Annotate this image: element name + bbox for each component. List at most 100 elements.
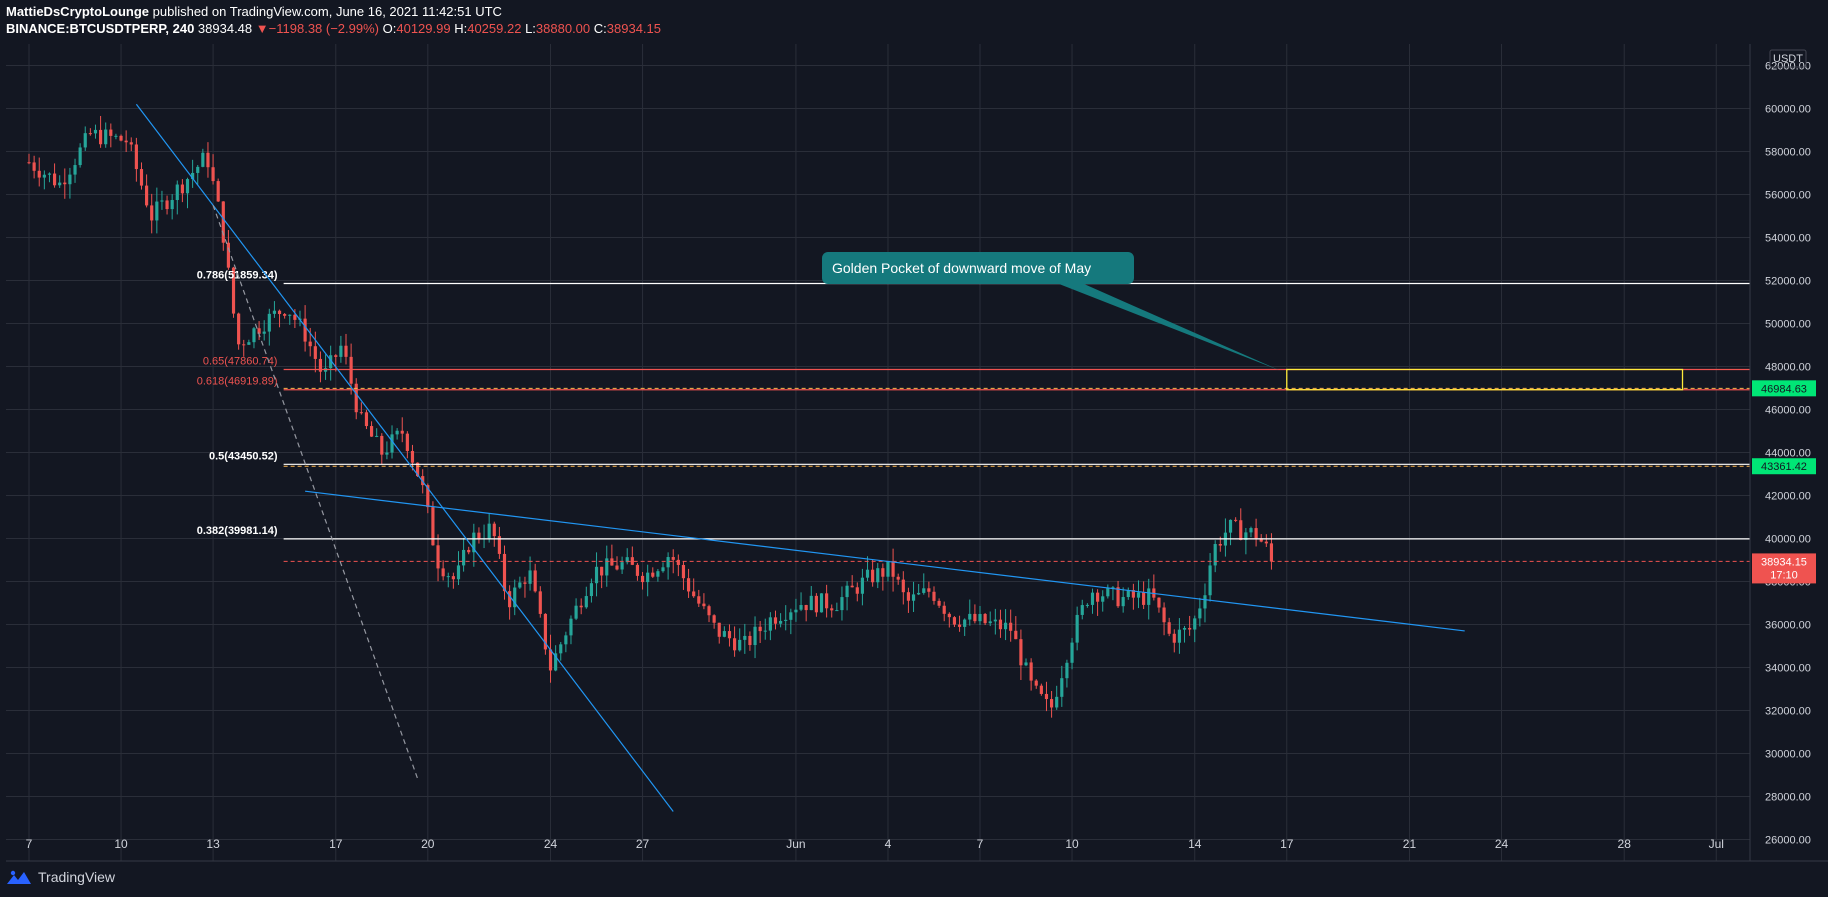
candle-body-up[interactable] [288,314,292,316]
candle-body-up[interactable] [779,620,783,624]
candle-body-down[interactable] [1172,633,1176,643]
candle-body-up[interactable] [267,313,271,332]
candle-body-down[interactable] [579,605,583,608]
candle-body-down[interactable] [1029,662,1033,681]
candle-body-down[interactable] [635,564,640,576]
candle-body-up[interactable] [1101,596,1105,602]
candle-body-down[interactable] [855,587,859,594]
candle-body-down[interactable] [871,569,875,583]
candle-body-up[interactable] [840,597,844,611]
candle-body-up[interactable] [589,583,594,597]
candle-body-down[interactable] [508,591,512,608]
candle-body-up[interactable] [252,328,256,343]
candle-body-up[interactable] [554,653,558,671]
currency-badge[interactable] [1769,49,1807,68]
candle-body-down[interactable] [906,592,911,601]
candle-body-up[interactable] [395,430,399,435]
candle-body-down[interactable] [416,462,420,477]
projection-line-dashed[interactable] [212,205,420,782]
candle-body-down[interactable] [231,267,236,314]
candle-body-down[interactable] [344,345,348,357]
candle-body-down[interactable] [850,585,854,588]
candle-body-down[interactable] [277,310,282,315]
candle-body-down[interactable] [354,383,358,413]
candle-body-down[interactable] [451,576,455,580]
candle-body-down[interactable] [318,358,323,372]
candle-body-down[interactable] [600,566,604,576]
candle-body-down[interactable] [748,635,752,646]
candle-body-down[interactable] [671,557,675,560]
candle-body-up[interactable] [1065,662,1069,679]
candle-body-down[interactable] [1239,520,1243,540]
candle-body-down[interactable] [881,568,885,577]
candle-body-down[interactable] [1044,693,1049,700]
candle-body-down[interactable] [998,619,1003,630]
golden-pocket-box[interactable] [1286,368,1684,391]
candle-body-up[interactable] [569,618,573,636]
candle-body-up[interactable] [1193,618,1197,630]
candle-body-down[interactable] [27,162,31,164]
candle-body-up[interactable] [1106,587,1110,597]
candle-body-down[interactable] [308,341,312,347]
candle-body-down[interactable] [932,591,936,601]
candle-body-down[interactable] [216,181,220,202]
candle-body-down[interactable] [124,140,128,143]
candle-body-down[interactable] [543,613,547,650]
candle-body-down[interactable] [436,545,440,569]
candle-body-up[interactable] [390,434,394,453]
candle-body-down[interactable] [804,605,808,611]
candle-body-down[interactable] [773,617,778,624]
candle-body-down[interactable] [226,242,230,268]
candle-body-down[interactable] [88,133,92,135]
candle-body-down[interactable] [1039,685,1043,694]
candle-body-up[interactable] [1070,642,1074,663]
candle-body-down[interactable] [237,313,241,345]
candle-body-down[interactable] [477,532,481,539]
candle-body-down[interactable] [139,169,144,186]
candle-body-up[interactable] [185,179,190,194]
candle-body-down[interactable] [538,591,542,614]
candle-body-up[interactable] [528,570,532,584]
candle-body-up[interactable] [656,571,660,577]
candle-body-up[interactable] [835,610,839,612]
candle-body-down[interactable] [293,314,297,320]
candle-body-up[interactable] [1080,605,1084,615]
candle-body-up[interactable] [1003,622,1008,630]
candle-body-down[interactable] [640,575,645,583]
candle-body-up[interactable] [620,562,624,570]
candle-body-down[interactable] [426,485,430,508]
candle-body-down[interactable] [1142,592,1146,605]
candle-body-down[interactable] [610,558,614,566]
candle-body-up[interactable] [272,310,277,314]
candle-body-up[interactable] [1198,608,1202,619]
candle-body-up[interactable] [472,532,476,553]
candle-body-down[interactable] [548,649,553,671]
candle-body-down[interactable] [758,626,762,632]
candle-body-down[interactable] [901,579,905,593]
candle-body-up[interactable] [1182,627,1187,630]
candle-body-up[interactable] [963,619,967,627]
trendline[interactable] [135,103,674,812]
candle-body-down[interactable] [129,142,133,145]
candle-body-up[interactable] [666,557,670,568]
candle-body-up[interactable] [462,549,466,566]
candle-body-down[interactable] [732,638,737,651]
symbol-label[interactable]: BINANCE:BTCUSDTPERP, 240 [6,21,195,36]
candle-body-up[interactable] [559,644,563,654]
candle-body-up[interactable] [518,582,522,588]
candle-body-down[interactable] [150,205,154,221]
candle-body-up[interactable] [191,172,195,180]
candle-body-up[interactable] [876,568,880,583]
candle-body-up[interactable] [1249,528,1253,533]
candle-body-down[interactable] [349,356,353,384]
candle-body-up[interactable] [1060,678,1064,697]
price-axis[interactable] [1750,44,1828,861]
candle-body-down[interactable] [1049,699,1054,708]
candle-body-down[interactable] [37,170,41,178]
candle-body-down[interactable] [681,564,686,579]
candle-body-up[interactable] [922,588,926,593]
candle-body-up[interactable] [385,452,389,455]
candle-body-up[interactable] [1126,590,1130,598]
candle-body-down[interactable] [686,578,691,592]
candle-body-down[interactable] [973,613,977,622]
